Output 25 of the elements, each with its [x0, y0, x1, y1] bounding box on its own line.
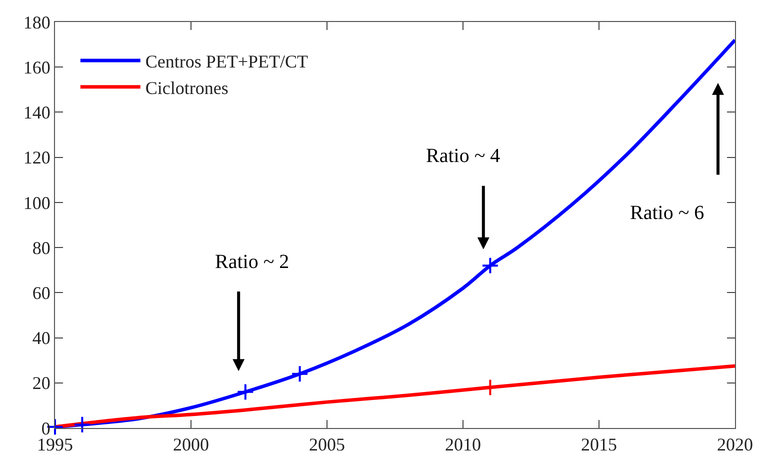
x-tick-label: 2020	[717, 434, 753, 455]
y-tick-label: 20	[32, 373, 50, 394]
legend-label: Ciclotrones	[145, 78, 228, 98]
point	[482, 256, 499, 274]
annotation: Ratio ~ 6	[630, 202, 704, 224]
y-tick-label: 160	[23, 57, 50, 78]
y-tick-label: 40	[32, 328, 50, 348]
point	[74, 416, 91, 434]
x-tick-label: 2005	[309, 434, 345, 455]
y-tick-label: 180	[23, 12, 50, 32]
y-tick-label: 100	[23, 192, 50, 213]
point	[236, 383, 254, 401]
y-tick-label: 60	[32, 282, 50, 303]
y-tick-label: 80	[32, 238, 50, 258]
legend-label: Centros PET+PET/CT	[145, 52, 308, 72]
x-tick-label: 2010	[445, 434, 481, 455]
point	[482, 378, 499, 396]
annotation: Ratio ~ 2	[215, 251, 290, 273]
x-tick-label: 2000	[173, 434, 209, 455]
y-tick-label: 120	[23, 148, 50, 168]
y-tick-label: 140	[23, 102, 50, 123]
annotation: Ratio ~ 4	[426, 145, 500, 167]
x-tick-label: 2015	[581, 434, 617, 455]
point	[291, 365, 308, 383]
line-series	[55, 364, 735, 428]
